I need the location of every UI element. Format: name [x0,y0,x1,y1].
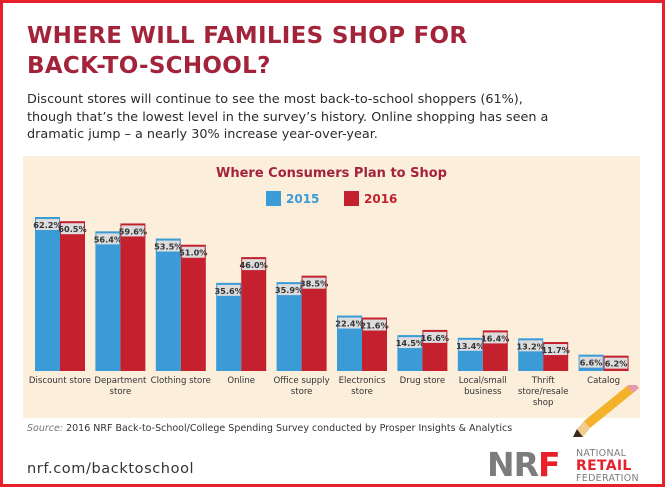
chart-panel: Where Consumers Plan to Shop 2015 2016 6… [23,156,640,418]
bar-label-2015-1: 56.4% [94,234,122,244]
bar-label-bg-2016-8 [544,344,568,356]
headline: WHERE WILL FAMILIES SHOP FOR BACK-TO-SCH… [27,21,627,81]
nrf-logo: NRF NATIONAL RETAIL FEDERATION [487,445,647,485]
bar-label-2015-8: 13.2% [516,341,544,351]
bar-label-bg-2016-7 [483,332,507,344]
legend-label-2016: 2016 [364,192,398,206]
bar-label-2016-3: 46.0% [239,260,267,270]
category-label-1-0: Department [94,376,147,386]
bar-label-2015-5: 22.4% [335,319,363,329]
nrf-logo-mark: NRF [487,445,561,484]
bar-label-bg-2015-8 [519,340,543,352]
category-label-5-1: store [351,387,373,397]
category-label-4-0: Office supply [274,376,330,386]
bar-label-bg-2015-7 [458,339,482,351]
category-label-5-0: Electronics [339,376,386,386]
legend-swatch-2015 [266,191,281,206]
bar-label-2016-7: 16.4% [481,333,509,343]
pencil-icon [573,385,639,437]
bar-2016-3 [241,257,267,371]
bar-2015-3 [216,282,242,371]
intro-line-1: Discount stores will continue to see the… [27,92,523,107]
category-label-8-1: store/resale [518,387,569,397]
bar-label-bg-2015-0 [36,219,59,230]
logo-line-1: NATIONAL [576,448,627,459]
bar-label-bg-2016-4 [302,277,326,289]
bar-2016-1 [120,223,146,371]
bar-label-bg-2016-1 [121,225,145,237]
category-label-7-1: business [464,387,502,397]
headline-line-2: BACK-TO-SCHOOL? [27,53,271,79]
bar-label-bg-2015-9 [579,356,603,368]
bar-2015-2 [155,238,181,371]
category-label-1-1: store [110,387,132,397]
source-note: Source: 2016 NRF Back-to-School/College … [27,423,627,434]
bar-label-2015-2: 53.5% [154,242,182,252]
bar-label-2016-9: 6.2% [605,359,628,369]
bar-2015-1 [95,231,121,371]
bar-2016-4 [301,275,327,371]
bar-label-2015-7: 13.4% [456,341,484,351]
category-label-4-1: store [291,387,313,397]
bar-label-bg-2015-1 [96,233,120,245]
category-label-6-0: Drug store [400,376,446,386]
bar-label-bg-2016-6 [423,331,447,343]
bar-label-2016-0: 60.5% [58,224,86,234]
bar-chart-plot: 62.2%60.5% Discount store 56.4%59.6% Depart… [29,217,629,408]
logo-line-3: FEDERATION [576,473,639,484]
bar-label-2016-5: 21.6% [360,321,388,331]
bar-label-bg-2015-2 [156,240,180,252]
bar-label-bg-2015-4 [277,284,301,296]
bar-label-bg-2016-0 [61,223,84,235]
bar-label-bg-2016-5 [363,319,386,331]
intro-line-3: dramatic jump – a nearly 30% increase ye… [27,127,378,142]
category-label-2-0: Clothing store [151,376,211,386]
bar-label-2015-4: 35.9% [275,285,303,295]
headline-line-1: WHERE WILL FAMILIES SHOP FOR [27,23,468,49]
bar-label-bg-2015-6 [398,337,422,349]
bar-label-2016-1: 59.6% [119,226,147,236]
bar-2016-2 [180,244,206,371]
bar-label-bg-2016-9 [604,357,628,369]
category-label-3-0: Online [227,376,255,386]
bar-2015-4 [276,282,302,371]
legend-label-2015: 2015 [286,192,320,206]
bar-label-2015-9: 6.6% [580,358,603,368]
bar-label-2016-8: 11.7% [541,345,569,355]
bar-label-bg-2015-3 [217,284,241,296]
bar-label-2016-4: 38.5% [300,279,328,289]
logo-mark-f: F [538,445,561,484]
bar-2015-0 [35,217,60,371]
bar-2016-0 [60,221,85,371]
bar-label-2015-3: 35.6% [214,286,242,296]
category-label-0-0: Discount store [29,376,91,386]
category-label-8-2: shop [533,398,554,408]
logo-line-2: RETAIL [576,458,632,474]
intro-paragraph: Discount stores will continue to see the… [27,91,627,144]
chart-title: Where Consumers Plan to Shop [216,166,447,181]
legend-swatch-2016 [344,191,359,206]
bar-label-2015-0: 62.2% [33,220,61,230]
bar-label-2016-2: 51.0% [179,248,207,258]
intro-line-2: though that’s the lowest level in the su… [27,109,549,125]
logo-mark-nr: NR [487,445,539,484]
bar-label-bg-2016-2 [181,246,205,258]
category-label-9-0: Catalog [587,376,620,386]
source-text: 2016 NRF Back-to-School/College Spending… [63,423,513,434]
category-label-8-0: Thrift [531,376,555,386]
bar-label-2015-6: 14.5% [396,338,424,348]
nrf-logo-text: NATIONAL RETAIL FEDERATION [576,448,639,484]
bar-label-bg-2015-5 [338,317,361,329]
bar-label-2016-6: 16.6% [421,333,449,343]
website-link[interactable]: nrf.com/backtoschool [27,461,195,477]
category-label-7-0: Local/small [459,376,507,386]
bar-label-bg-2016-3 [242,259,266,271]
source-label: Source: [27,423,64,434]
